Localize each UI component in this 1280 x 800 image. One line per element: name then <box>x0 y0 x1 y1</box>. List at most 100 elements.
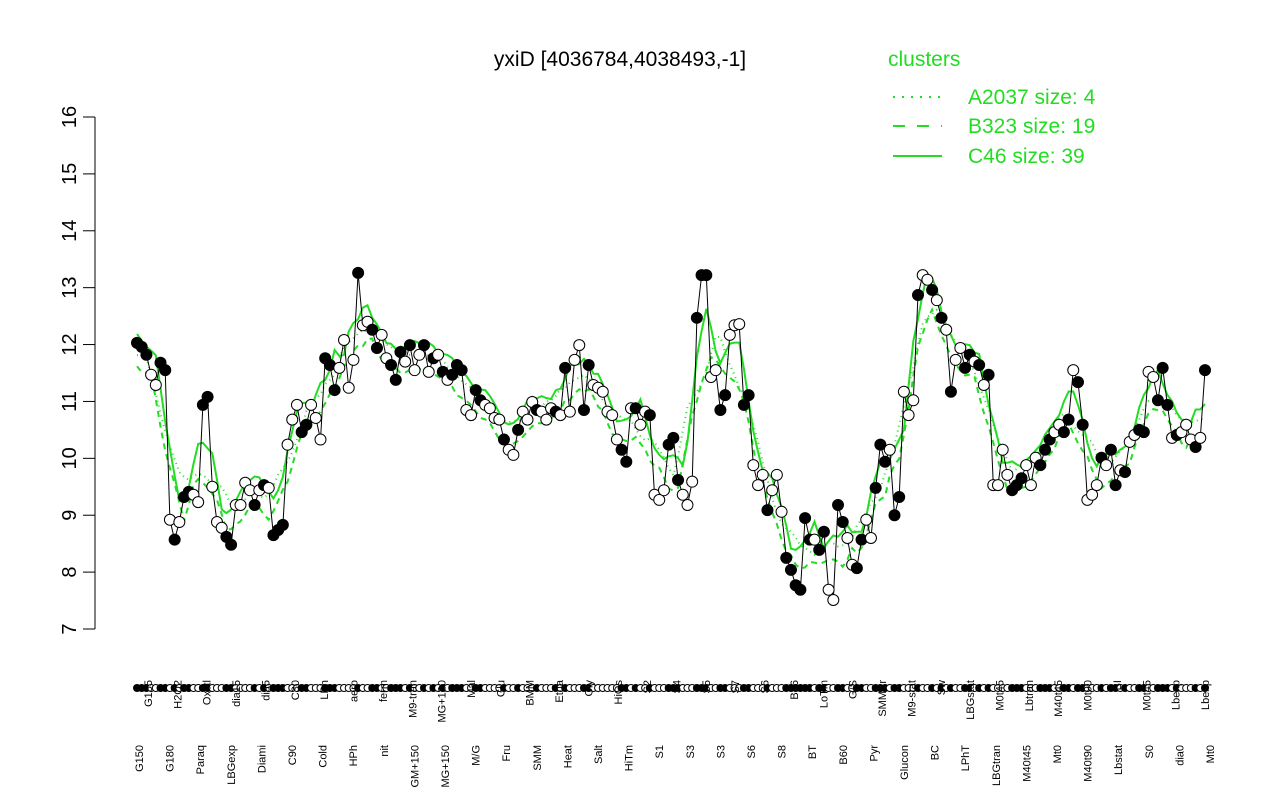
data-point <box>333 361 346 374</box>
data-point <box>389 373 402 386</box>
data-point <box>338 334 351 347</box>
data-point <box>140 348 153 361</box>
x-label: Cold <box>318 745 330 768</box>
data-point <box>808 533 821 546</box>
data-point <box>497 433 510 446</box>
x-label: Oxctl <box>202 680 214 705</box>
data-point <box>912 289 925 302</box>
data-point <box>832 498 845 511</box>
x-label: Lbexp <box>1171 680 1183 710</box>
data-point <box>874 438 887 451</box>
data-point <box>930 294 943 307</box>
x-label: LPh <box>319 680 331 700</box>
data-point <box>328 384 341 397</box>
data-point <box>309 411 322 424</box>
data-point <box>573 339 586 352</box>
data-point <box>733 318 746 331</box>
data-point <box>643 409 656 422</box>
data-point <box>1020 459 1033 472</box>
data-point <box>1119 465 1132 478</box>
data-point <box>192 496 205 509</box>
data-point <box>921 273 934 286</box>
data-point <box>944 385 957 398</box>
y-tick-label: 13 <box>59 277 81 299</box>
x-label: S5 <box>701 680 713 693</box>
data-point <box>173 516 186 529</box>
x-label: Heat <box>562 745 574 768</box>
data-point <box>1034 459 1047 472</box>
data-point <box>653 493 666 506</box>
data-point <box>559 361 572 374</box>
data-point <box>1090 479 1103 492</box>
data-point <box>1109 479 1122 492</box>
x-label: LBGtran <box>991 745 1003 786</box>
data-point <box>991 479 1004 492</box>
y-axis: 7 8 9 10 11 12 13 14 15 16 <box>59 106 96 635</box>
x-label: BI <box>1112 680 1124 690</box>
x-label: aero <box>349 680 361 702</box>
data-point <box>756 468 769 481</box>
data-point <box>893 491 906 504</box>
data-point <box>342 381 355 394</box>
data-point <box>723 328 736 341</box>
data-point <box>225 538 238 551</box>
data-point <box>582 359 595 372</box>
data-point <box>408 364 421 377</box>
data-point <box>417 339 430 352</box>
data-point <box>206 480 219 493</box>
legend-entry: C46 size: 39 <box>968 145 1085 168</box>
data-point <box>385 359 398 372</box>
data-point <box>996 443 1009 456</box>
x-label: BC <box>930 745 942 760</box>
x-label: M0t45 <box>1141 680 1153 711</box>
data-point <box>657 484 670 497</box>
data-point <box>954 341 967 354</box>
data-point <box>1062 413 1075 426</box>
x-label: C90 <box>287 745 299 765</box>
data-point <box>742 389 755 402</box>
data-point <box>822 583 835 596</box>
data-point <box>719 389 732 402</box>
x-label: SMMPr <box>877 680 889 717</box>
data-point <box>493 413 506 426</box>
x-label: M0t45 <box>994 680 1006 711</box>
data-point <box>794 583 807 596</box>
y-tick-label: 10 <box>59 447 81 469</box>
x-axis: G135 H2O2 Oxctl dia15 dia5 C30 LPh aero ferm M9-t… <box>133 679 1217 788</box>
data-point <box>286 413 299 426</box>
data-point <box>394 345 407 358</box>
x-label: G135 <box>143 680 155 707</box>
x-label: HiTm <box>624 745 636 771</box>
x-label: LoTm <box>818 680 830 708</box>
x-label: S7 <box>730 680 742 693</box>
data-point <box>761 504 774 517</box>
data-point <box>775 505 788 518</box>
x-label: Mt0 <box>1052 745 1064 763</box>
data-point <box>977 378 990 391</box>
legend-entry: B323 size: 19 <box>968 115 1095 138</box>
data-point <box>676 488 689 501</box>
data-point <box>1147 370 1160 383</box>
data-point <box>770 468 783 481</box>
data-point <box>159 364 172 377</box>
data-points <box>131 266 1211 606</box>
x-label: Paraq <box>195 745 207 774</box>
data-point <box>483 402 496 415</box>
x-label: C30 <box>290 680 302 700</box>
chart-title: yxiD [4036784,4038493,-1] <box>494 48 746 71</box>
x-label: ferm <box>378 680 390 702</box>
data-point <box>1015 472 1028 485</box>
x-label: Glu <box>495 680 507 697</box>
data-point <box>935 311 948 324</box>
data-point <box>827 593 840 606</box>
data-point <box>1100 459 1113 472</box>
x-label: M40t45 <box>1021 745 1033 782</box>
data-point <box>314 433 327 446</box>
x-label: M40t45 <box>1053 680 1065 717</box>
x-label: M40t90 <box>1083 745 1095 782</box>
x-label: Lbexp <box>1200 680 1212 710</box>
data-point <box>940 323 953 336</box>
data-point <box>799 512 812 525</box>
data-point <box>370 341 383 354</box>
